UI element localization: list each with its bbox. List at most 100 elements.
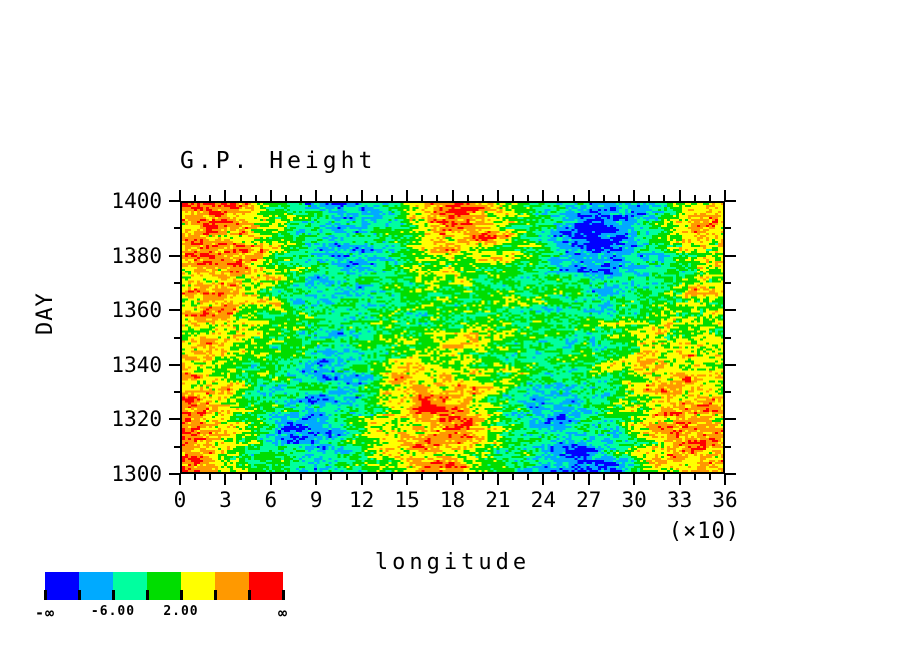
x-tick-label: 21 [485, 488, 511, 512]
x-tick-major-top [269, 190, 272, 201]
x-tick-minor-top [375, 195, 378, 201]
y-tick-minor-right [725, 336, 731, 339]
x-tick-major-top [587, 190, 590, 201]
x-tick-minor-top [481, 195, 484, 201]
x-tick-minor [254, 474, 257, 480]
x-tick-minor-top [602, 195, 605, 201]
x-tick-minor-top [512, 195, 515, 201]
colorbar-band [181, 572, 215, 600]
x-tick-major-top [406, 190, 409, 201]
x-tick-minor-top [345, 195, 348, 201]
x-tick-major [451, 474, 454, 485]
y-tick-label: 1300 [111, 462, 162, 486]
colorbar-tick [247, 590, 251, 600]
x-tick-major [724, 474, 726, 485]
x-tick-minor-top [300, 195, 303, 201]
x-tick-major [678, 474, 681, 485]
x-tick-minor [572, 474, 575, 480]
x-tick-minor-top [663, 195, 666, 201]
x-tick-major-top [633, 190, 636, 201]
x-tick-minor-top [708, 195, 711, 201]
y-tick-major-right [725, 363, 736, 366]
x-tick-label: 30 [621, 488, 647, 512]
colorbar-tick [43, 590, 47, 600]
x-tick-minor [284, 474, 287, 480]
x-tick-minor-top [618, 195, 621, 201]
x-tick-major [406, 474, 409, 485]
x-tick-minor [708, 474, 711, 480]
x-tick-label: 24 [530, 488, 556, 512]
heatmap-canvas [182, 203, 723, 472]
y-axis-label: DAY [33, 292, 58, 335]
x-tick-minor [300, 474, 303, 480]
y-tick-minor-right [725, 281, 731, 284]
y-tick-minor-right [725, 445, 731, 448]
y-tick-label: 1320 [111, 407, 162, 432]
x-tick-minor [618, 474, 621, 480]
x-tick-minor-top [284, 195, 287, 201]
colorbar-band [147, 572, 181, 600]
x-tick-major-top [224, 190, 227, 201]
x-tick-major [542, 474, 545, 485]
colorbar-band [45, 572, 79, 600]
x-tick-label: 18 [439, 488, 466, 512]
colorbar-label: 2.00 [163, 604, 199, 619]
x-tick-minor-top [527, 195, 530, 201]
x-tick-minor [663, 474, 666, 480]
y-tick-label: 1340 [111, 352, 162, 377]
colorbar-band [249, 572, 283, 600]
x-tick-major-top [179, 190, 181, 201]
heatmap-plot-area [180, 201, 725, 474]
x-tick-minor [648, 474, 651, 480]
x-tick-major [269, 474, 272, 485]
y-tick-major [169, 200, 180, 202]
colorbar-tick [111, 590, 115, 600]
x-tick-major-top [496, 190, 499, 201]
x-tick-minor [194, 474, 197, 480]
y-tick-label: 1400 [111, 189, 162, 213]
y-tick-major [169, 254, 180, 257]
colorbar-label: -∞ [34, 604, 56, 622]
x-tick-minor-top [436, 195, 439, 201]
x-tick-minor-top [693, 195, 696, 201]
y-tick-major-right [725, 473, 736, 475]
x-tick-label: 33 [666, 488, 693, 512]
x-tick-major-top [315, 190, 318, 201]
colorbar-tick [281, 590, 285, 600]
x-tick-minor [209, 474, 212, 480]
x-tick-minor-top [557, 195, 560, 201]
x-tick-major-top [542, 190, 545, 201]
y-tick-minor [174, 281, 180, 284]
y-tick-minor-right [725, 391, 731, 394]
colorbar-band [113, 572, 147, 600]
y-tick-minor [174, 227, 180, 230]
y-tick-major [169, 418, 180, 421]
colorbar-tick [213, 590, 217, 600]
y-tick-minor [174, 445, 180, 448]
x-tick-major [633, 474, 636, 485]
x-tick-major-top [451, 190, 454, 201]
colorbar-tick [145, 590, 149, 600]
colorbar-label: -6.00 [90, 604, 136, 619]
x-tick-minor [557, 474, 560, 480]
y-tick-major-right [725, 200, 736, 202]
x-tick-label: 27 [576, 488, 602, 512]
x-tick-minor [330, 474, 333, 480]
x-tick-minor [390, 474, 393, 480]
x-tick-label: 3 [219, 488, 232, 512]
x-tick-minor-top [466, 195, 469, 201]
y-tick-major [169, 309, 180, 312]
x-tick-minor [466, 474, 469, 480]
x-tick-minor [345, 474, 348, 480]
x-tick-minor-top [239, 195, 242, 201]
x-tick-minor [527, 474, 530, 480]
y-tick-minor-right [725, 227, 731, 230]
y-tick-major-right [725, 254, 736, 257]
x-tick-minor [481, 474, 484, 480]
x-tick-minor [436, 474, 439, 480]
x-tick-minor-top [390, 195, 393, 201]
x-tick-major-top [360, 190, 363, 201]
x-tick-minor [512, 474, 515, 480]
y-tick-label: 1380 [111, 243, 162, 268]
x-tick-label: 9 [309, 488, 323, 512]
